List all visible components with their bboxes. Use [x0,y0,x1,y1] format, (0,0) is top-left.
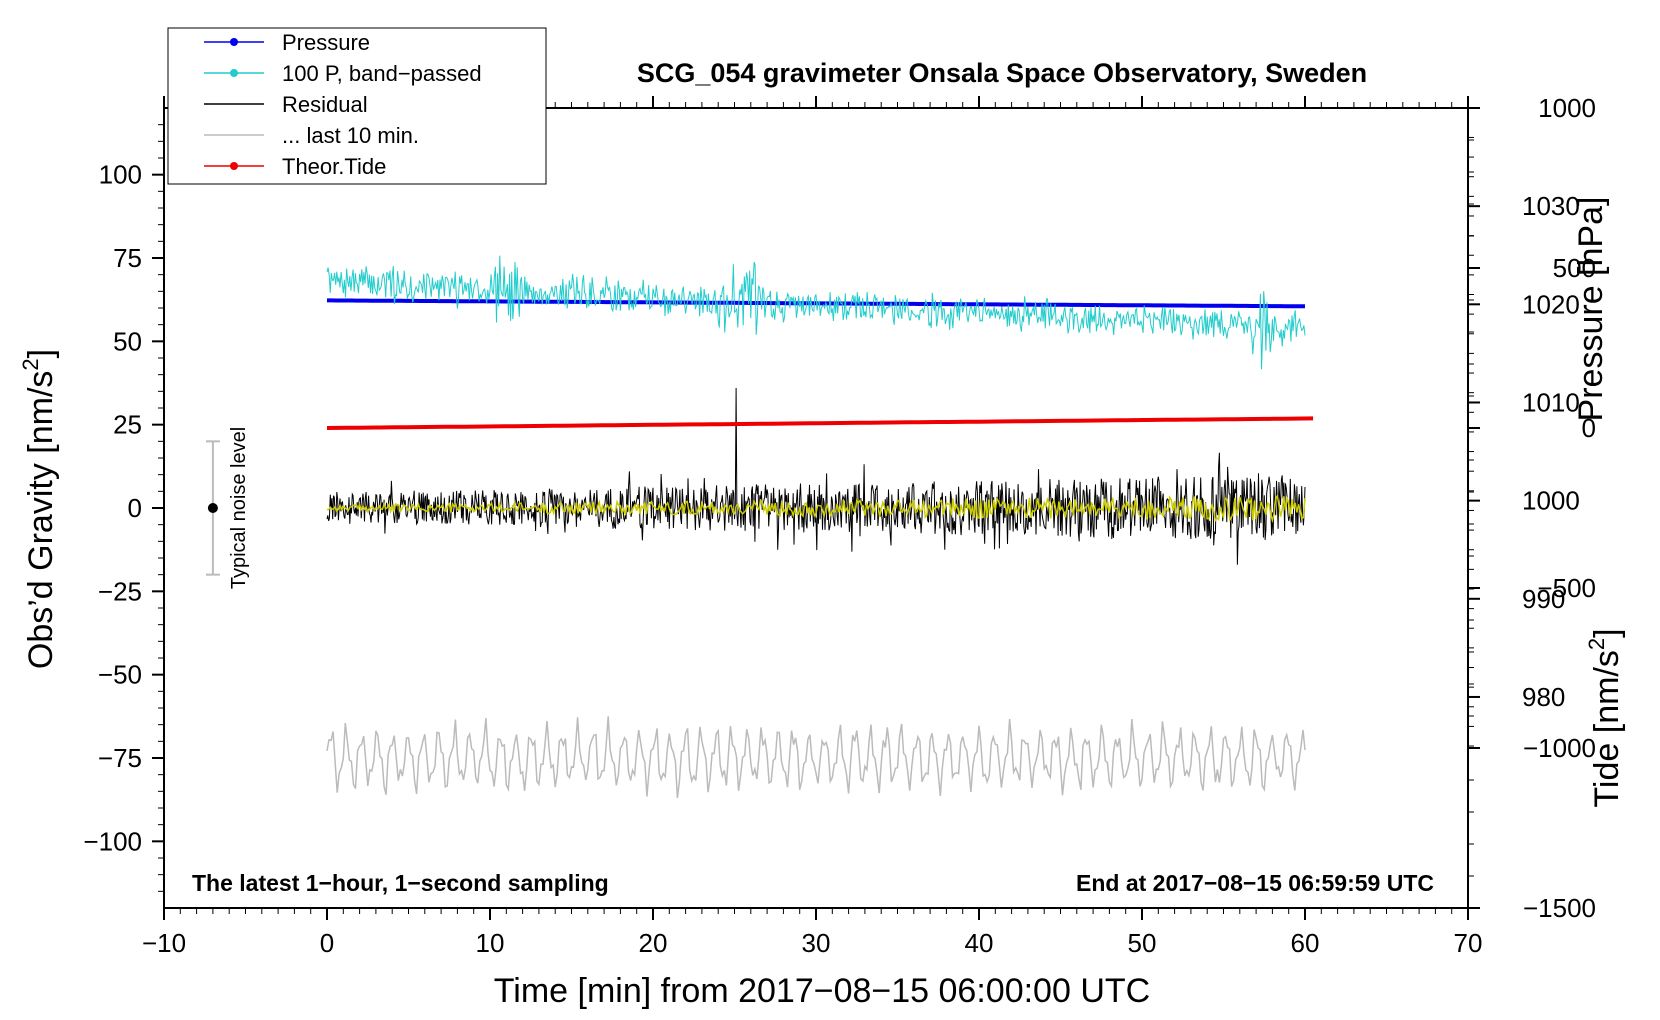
pressure-tick-label: 1010 [1522,387,1580,417]
x-tick-label: 70 [1454,928,1483,958]
tide-tick-label: −1000 [1523,733,1596,763]
tide-tick-label: −500 [1537,573,1596,603]
x-tick-label: 60 [1291,928,1320,958]
axis-labels: −10 0 10 20 30 40 50 60 701007550250−25−50−75−10… [83,93,1596,958]
x-axis-title: Time [min] from 2017−08−15 06:00:00 UTC [494,972,1150,1010]
y-tick-label: 50 [113,326,142,356]
legend-entry-label: Pressure [282,30,370,55]
legend-entry-label: Theor.Tide [282,154,386,179]
tide-tick-label: −1500 [1523,893,1596,923]
chart-title: SCG_054 gravimeter Onsala Space Observat… [637,58,1367,88]
legend-swatch-marker [230,69,238,77]
pressure-tick-label: 1000 [1522,486,1580,516]
y-tick-label: −75 [98,743,142,773]
legend-swatch-marker [230,38,238,46]
pressure-tick-label: 1030 [1522,191,1580,221]
residual-line [326,387,1306,565]
plot-frame [163,107,1469,909]
legend-box [167,27,547,185]
x-tick-label: 0 [320,928,334,958]
plot-border [163,107,1469,909]
y-axis-title-tide: Tide [nm/s2] [1584,628,1626,807]
y-axis-title-gravity: Obs’d Gravity [nm/s2] [18,349,60,669]
y-tick-label: −25 [98,576,142,606]
x-tick-label: −10 [142,928,186,958]
legend-swatch-marker [230,162,238,170]
legend: Pressure 100 P, band−passed Residual ... la… [167,27,547,185]
tide-tick-label: 0 [1582,413,1596,443]
annotation-end-time: End at 2017−08−15 06:59:59 UTC [1076,870,1434,896]
x-tick-label: 10 [476,928,505,958]
pressure-series-line [327,298,1305,309]
series-layer [205,255,1314,799]
legend-entry-label: ... last 10 min. [282,123,419,148]
pressure-tick-label: 980 [1522,682,1565,712]
legend-entry-label: Residual [282,92,368,117]
residual-smoothed-line [326,494,1306,524]
legend-entry-label: 100 P, band−passed [282,61,482,86]
last-10-min-line [326,716,1306,799]
x-tick-label: 30 [802,928,831,958]
theoretical-tide-line [326,416,1314,430]
y-tick-label: 25 [113,410,142,440]
noise-bar-center-dot [207,503,218,513]
y-tick-label: 0 [128,493,142,523]
tide-tick-label: 500 [1553,253,1596,283]
x-tick-label: 20 [639,928,668,958]
tide-tick-label: 1000 [1538,93,1596,123]
x-tick-label: 40 [965,928,994,958]
y-tick-label: 100 [99,160,142,190]
y-axis-title-pressure: Pressure [hPa] [1572,197,1610,422]
y-tick-label: −50 [98,660,142,690]
x-tick-label: 50 [1128,928,1157,958]
annotation-sampling: The latest 1−hour, 1−second sampling [192,870,609,896]
noise-level-label: Typical noise level [228,427,250,589]
y-tick-label: −100 [83,826,142,856]
y-tick-label: 75 [113,243,142,273]
bandpassed-pressure-line [326,255,1306,370]
pressure-tick-label: 1020 [1522,289,1580,319]
pressure-tick-label: 990 [1522,584,1565,614]
axis-ticks [152,96,1480,920]
